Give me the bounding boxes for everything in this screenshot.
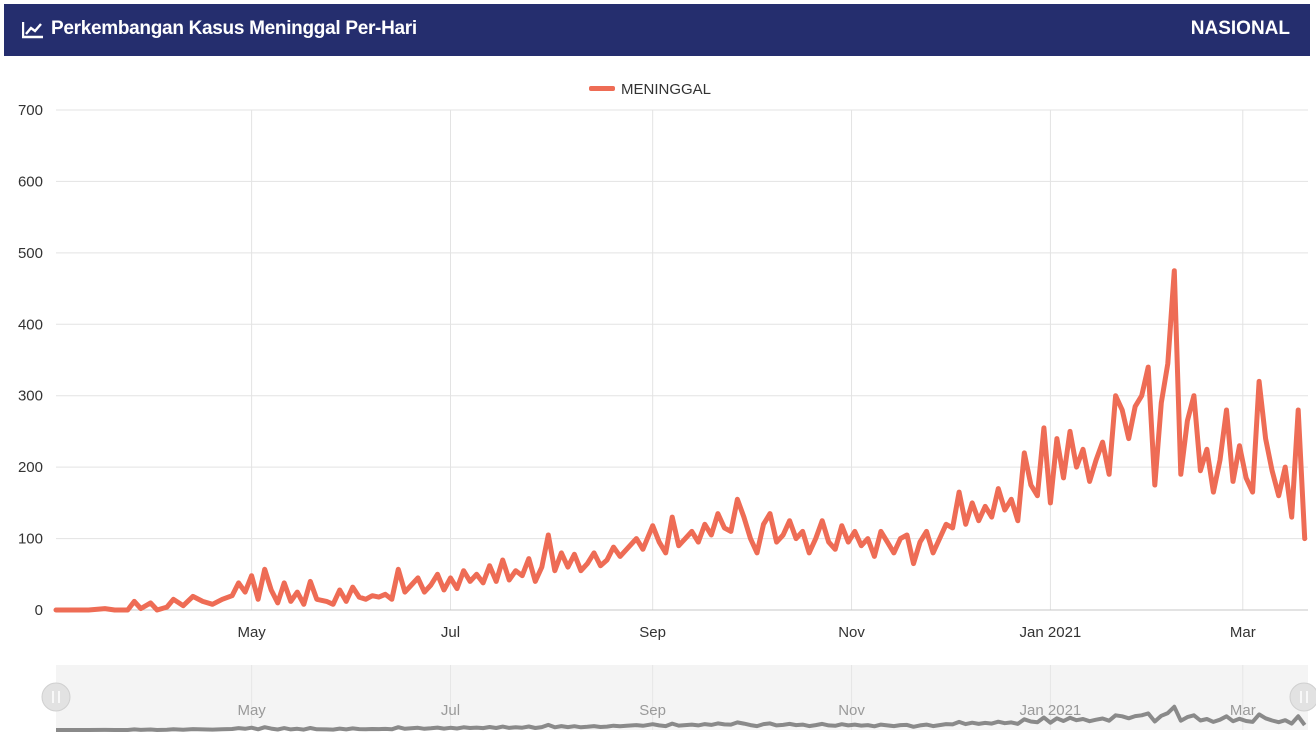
y-tick-label: 100 xyxy=(18,531,43,548)
x-tick-label: Jul xyxy=(441,624,460,641)
navigator-tick-label: May xyxy=(237,702,266,719)
x-tick-label: Mar xyxy=(1230,624,1256,641)
y-tick-label: 0 xyxy=(35,602,43,619)
scope-label: NASIONAL xyxy=(1190,18,1290,39)
series-meninggal xyxy=(53,268,1308,613)
x-tick-label: Sep xyxy=(639,624,666,641)
y-tick-label: 300 xyxy=(18,388,43,405)
y-tick-label: 700 xyxy=(18,102,43,119)
x-axis: May Jul Sep Nov Jan 2021 Mar xyxy=(56,609,1308,641)
navigator-tick-label: Jul xyxy=(441,702,460,719)
navigator-tick-label: Sep xyxy=(639,702,666,719)
legend[interactable]: MENINGGAL xyxy=(589,81,711,98)
y-tick-label: 200 xyxy=(18,459,43,476)
chart-header: Perkembangan Kasus Meninggal Per-Hari NA… xyxy=(4,4,1310,56)
line-chart-icon xyxy=(22,22,43,39)
navigator-tick-label: Jan 2021 xyxy=(1020,702,1082,719)
chart-title: Perkembangan Kasus Meninggal Per-Hari xyxy=(51,18,417,39)
x-tick-label: Nov xyxy=(838,624,865,641)
navigator-tick-label: Mar xyxy=(1230,702,1256,719)
y-tick-label: 600 xyxy=(18,173,43,190)
navigator[interactable]: May Jul Sep Nov Jan 2021 Mar xyxy=(41,665,1316,732)
legend-swatch xyxy=(589,86,615,91)
y-axis: 0 100 200 300 400 500 600 700 xyxy=(18,102,43,619)
navigator-series-line xyxy=(56,704,1307,732)
navigator-handle-left[interactable] xyxy=(41,682,71,712)
legend-label-meninggal[interactable]: MENINGGAL xyxy=(621,81,711,98)
x-tick-label: May xyxy=(237,624,266,641)
series-line-meninggal xyxy=(53,268,1308,613)
grid xyxy=(56,109,1308,611)
navigator-tick-label: Nov xyxy=(838,702,865,719)
navigator-handle-right[interactable] xyxy=(1289,682,1316,712)
navigator-background xyxy=(56,665,1308,730)
y-tick-label: 400 xyxy=(18,316,43,333)
x-tick-label: Jan 2021 xyxy=(1020,624,1082,641)
y-tick-label: 500 xyxy=(18,245,43,262)
